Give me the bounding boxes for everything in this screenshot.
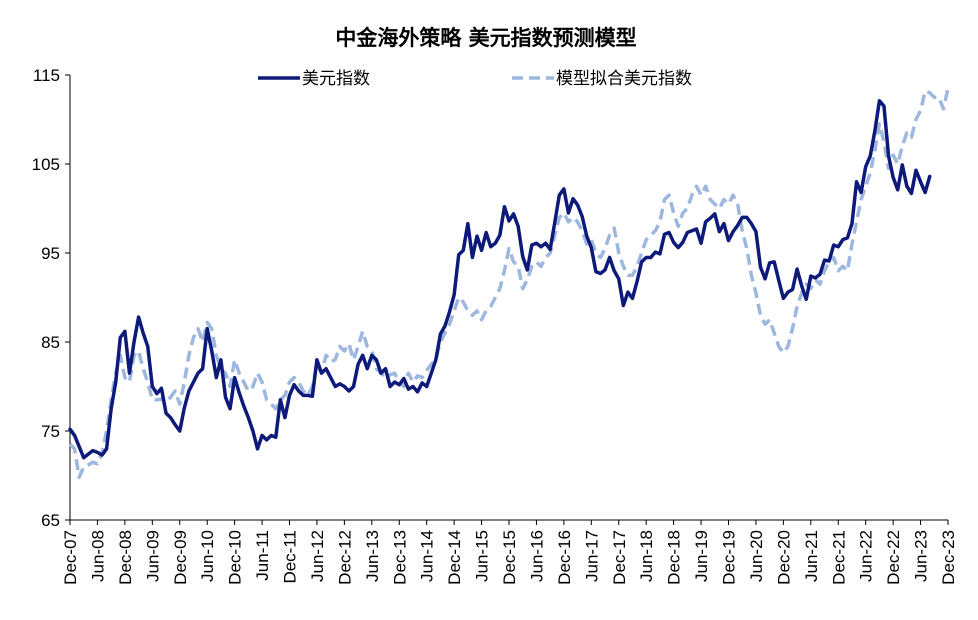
legend-item-usd-index: 美元指数 [258, 69, 370, 89]
x-tick-label: Dec-10 [226, 530, 245, 585]
model-fit-series-line [68, 87, 950, 480]
x-axis-tick-labels: Dec-07 Jun-08 Dec-08 Jun-09 Dec-09 Jun-10 Dec-… [61, 530, 958, 585]
x-tick-label: Jun-22 [857, 530, 876, 582]
y-tick-label: 95 [41, 244, 60, 263]
x-tick-label: Dec-23 [939, 530, 958, 585]
x-tick-label: Dec-17 [610, 530, 629, 585]
y-tick-label: 105 [32, 155, 60, 174]
x-tick-label: Dec-14 [445, 530, 464, 585]
x-tick-label: Dec-16 [555, 530, 574, 585]
x-tick-label: Jun-17 [582, 530, 601, 582]
y-tick-label: 85 [41, 333, 60, 352]
x-tick-label: Jun-13 [363, 530, 382, 582]
x-tick-label: Dec-20 [774, 530, 793, 585]
x-tick-label: Jun-12 [308, 530, 327, 582]
x-tick-label: Jun-18 [637, 530, 656, 582]
usd-index-series-line [68, 99, 932, 460]
y-axis-tick-labels: 65 75 85 95 105 115 [32, 66, 60, 530]
x-tick-label: Dec-18 [665, 530, 684, 585]
x-tick-label: Jun-09 [143, 530, 162, 582]
x-tick-label: Dec-22 [884, 530, 903, 585]
x-tick-label: Dec-09 [171, 530, 190, 585]
legend-label: 美元指数 [302, 69, 370, 89]
legend: 美元指数 模型拟合美元指数 [258, 69, 692, 89]
x-tick-label: Jun-20 [747, 530, 766, 582]
legend-item-model-fit: 模型拟合美元指数 [512, 69, 692, 89]
x-tick-label: Jun-11 [253, 530, 272, 581]
x-tick-label: Jun-14 [418, 530, 437, 582]
series-layer [68, 87, 950, 480]
x-tick-label: Jun-19 [692, 530, 711, 582]
x-tick-label: Dec-12 [335, 530, 354, 585]
x-tick-label: Dec-19 [720, 530, 739, 585]
x-tick-label: Dec-13 [390, 530, 409, 585]
y-tick-label: 115 [33, 66, 60, 85]
x-tick-label: Dec-15 [500, 530, 519, 585]
x-tick-label: Dec-08 [116, 530, 135, 585]
x-tick-label: Jun-08 [88, 530, 107, 582]
x-tick-label: Dec-11 [281, 530, 300, 584]
chart-title: 中金海外策略 美元指数预测模型 [335, 26, 636, 50]
y-tick-label: 65 [41, 511, 60, 530]
x-tick-label: Dec-07 [61, 530, 80, 585]
x-tick-label: Jun-23 [912, 530, 931, 582]
axes [65, 74, 949, 525]
x-tick-label: Jun-15 [473, 530, 492, 582]
y-tick-label: 75 [41, 422, 60, 441]
x-tick-label: Jun-21 [802, 530, 821, 582]
legend-label: 模型拟合美元指数 [556, 69, 692, 89]
x-tick-label: Dec-21 [829, 530, 848, 585]
x-tick-label: Jun-16 [527, 530, 546, 582]
x-tick-label: Jun-10 [198, 530, 217, 582]
